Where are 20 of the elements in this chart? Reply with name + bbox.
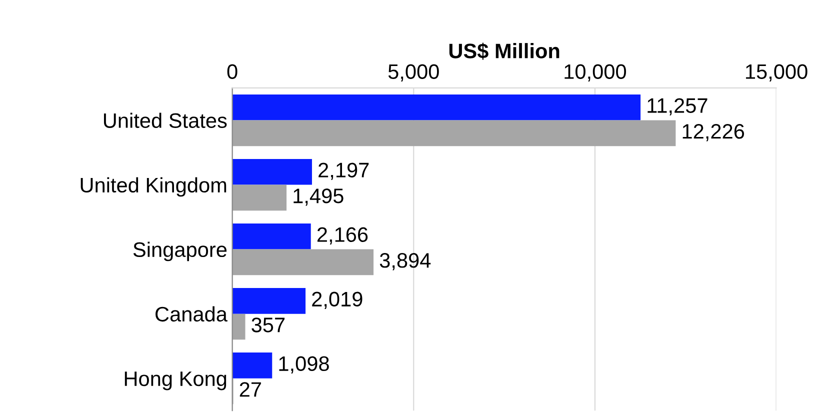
data-label: 12,226: [682, 124, 744, 142]
x-tick-label: 15,000: [746, 64, 808, 82]
data-label: 1,098: [279, 356, 329, 374]
x-tick-label: 5,000: [388, 64, 439, 82]
data-label: 2,019: [312, 292, 362, 309]
data-label: 2,197: [318, 162, 369, 180]
data-label: 2,166: [317, 227, 368, 244]
y-tick-label: United States: [104, 112, 227, 128]
data-label: 357: [252, 318, 285, 332]
data-label: 27: [240, 382, 261, 397]
data-label: 3,894: [380, 253, 431, 270]
x-tick-label: 0: [227, 64, 238, 80]
data-label: 1,495: [294, 188, 344, 206]
y-tick-label: United Kingdom: [80, 177, 226, 197]
data-label: 11,257: [648, 98, 708, 116]
y-tick-label: Canada: [156, 306, 228, 322]
x-tick-label: 10,000: [564, 64, 626, 82]
y-tick-label: Hong Kong: [124, 372, 226, 390]
x-axis-title: US$ Million: [449, 42, 560, 60]
y-tick-label: Singapore: [133, 242, 227, 262]
